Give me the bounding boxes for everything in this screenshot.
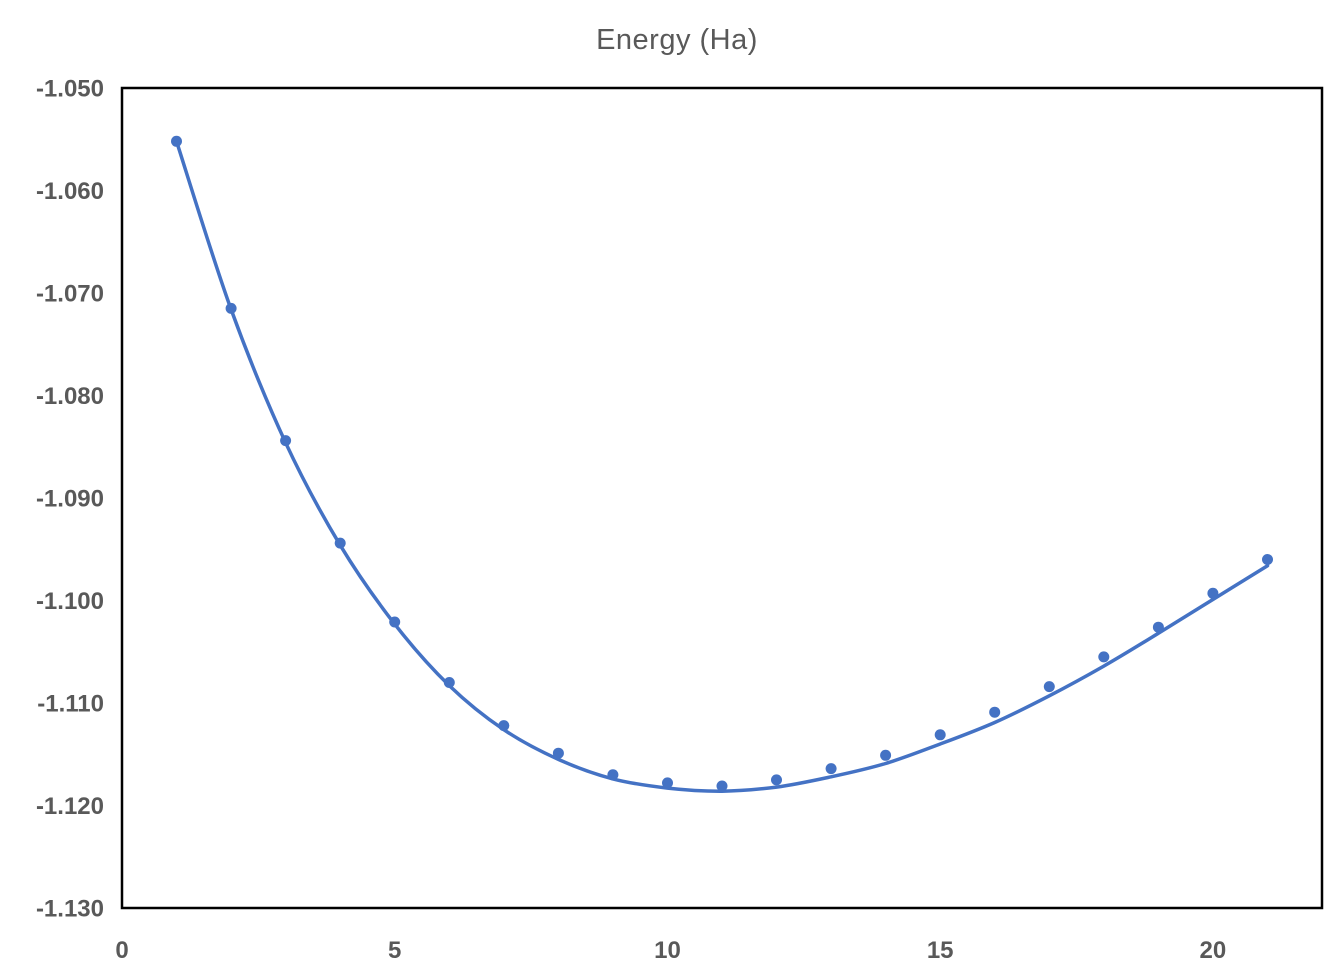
data-point	[1207, 587, 1219, 599]
y-tick-label: -1.060	[36, 178, 104, 205]
y-tick-label: -1.080	[36, 383, 104, 410]
x-tick-label: 0	[115, 937, 128, 964]
data-point	[334, 537, 346, 549]
y-tick-label: -1.100	[36, 588, 104, 615]
data-point	[498, 720, 510, 732]
data-point	[1043, 681, 1055, 693]
y-tick-label: -1.050	[36, 76, 104, 103]
fit-curve-line	[174, 139, 1270, 793]
data-point	[1098, 651, 1110, 663]
plot-border	[120, 86, 1324, 910]
y-tick-label: -1.110	[37, 691, 104, 718]
y-tick-label: -1.090	[36, 486, 104, 513]
data-point	[662, 777, 673, 789]
data-point	[771, 774, 782, 786]
y-tick-label: -1.070	[36, 281, 104, 308]
x-tick-label: 5	[388, 937, 401, 964]
data-point	[389, 616, 401, 628]
data-point	[552, 747, 564, 759]
data-point	[1152, 621, 1164, 633]
x-tick-label: 20	[1200, 937, 1227, 964]
data-point	[716, 780, 728, 792]
data-point	[225, 302, 237, 314]
data-point	[171, 135, 182, 147]
x-tick-label: 10	[654, 937, 681, 964]
data-point	[443, 677, 455, 688]
y-tick-label: -1.130	[36, 896, 104, 923]
data-point	[934, 729, 946, 741]
data-point	[880, 749, 892, 761]
y-tick-label: -1.120	[36, 793, 104, 820]
data-point	[825, 763, 837, 775]
data-point	[280, 435, 292, 447]
data-point	[607, 769, 619, 781]
chart-title: Energy (Ha)	[596, 24, 758, 56]
data-point	[989, 706, 1001, 718]
data-point	[1262, 554, 1273, 565]
x-tick-label: 15	[927, 937, 954, 964]
